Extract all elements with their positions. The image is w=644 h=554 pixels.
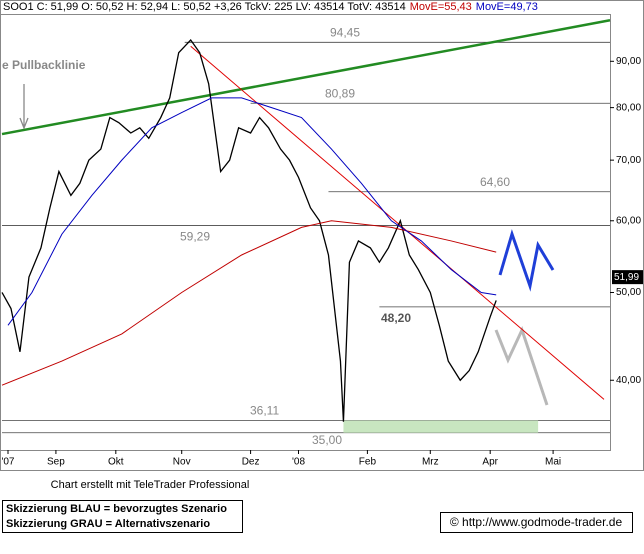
level-label: 59,29 [180, 230, 210, 244]
note: Skizzierung GRAU = Alternativszenario [6, 518, 210, 530]
x-tick-label: Nov [173, 457, 191, 468]
y-tick-label: 60,00 [616, 215, 641, 226]
level-label: 36,11 [250, 404, 279, 418]
header-item: MovE=55,43 [410, 1, 472, 13]
x-tick-label: Apr [482, 457, 498, 468]
x-tick-label: Mrz [422, 457, 439, 468]
level-label: 48,20 [381, 311, 411, 325]
x-tick-label: '08 [292, 457, 305, 468]
moving-average [1, 220, 497, 386]
x-tick-label: Mai [545, 457, 561, 468]
trend-line [1, 19, 611, 136]
header-item: SOO1 C: 51,99 O: 50,52 H: 52,94 L: 50,52… [3, 1, 406, 13]
level-label: 94,45 [330, 25, 360, 39]
moving-average [7, 97, 497, 326]
url-box [440, 512, 633, 533]
footer: Chart erstellt mit TeleTrader Profession… [51, 479, 250, 491]
scenario-blue [498, 229, 555, 292]
header-item: MovE=49,73 [476, 1, 538, 13]
x-tick-label: '07 [1, 457, 14, 468]
x-tick-label: Feb [359, 457, 377, 468]
level-label: 35,00 [312, 433, 342, 447]
annotation: e Pullbacklinie [2, 58, 86, 72]
x-tick-label: Dez [242, 457, 260, 468]
y-tick-label: 40,00 [616, 375, 641, 386]
scenario-gray [494, 325, 549, 406]
note: Skizzierung BLAU = bevorzugtes Szenario [6, 503, 227, 515]
support-zone [343, 420, 539, 433]
price-line [1, 39, 497, 422]
annotation-arrow [19, 84, 29, 130]
y-tick-label: 50,00 [616, 287, 641, 298]
trend-line [190, 45, 605, 400]
y-tick-label: 70,00 [616, 155, 641, 166]
level-label: 64,60 [480, 175, 510, 189]
level-label: 80,89 [325, 86, 355, 100]
x-tick-label: Okt [108, 457, 124, 468]
last-price-box [612, 270, 643, 285]
y-tick-label: 90,00 [616, 56, 641, 67]
header: SOO1 C: 51,99 O: 50,52 H: 52,94 L: 50,52… [3, 1, 538, 13]
x-tick-label: Sep [47, 457, 65, 468]
last-price-label: 51,99 [614, 272, 639, 283]
y-tick-label: 80,00 [616, 102, 641, 113]
notes-box [2, 500, 243, 533]
url: © http://www.godmode-trader.de [450, 515, 623, 529]
